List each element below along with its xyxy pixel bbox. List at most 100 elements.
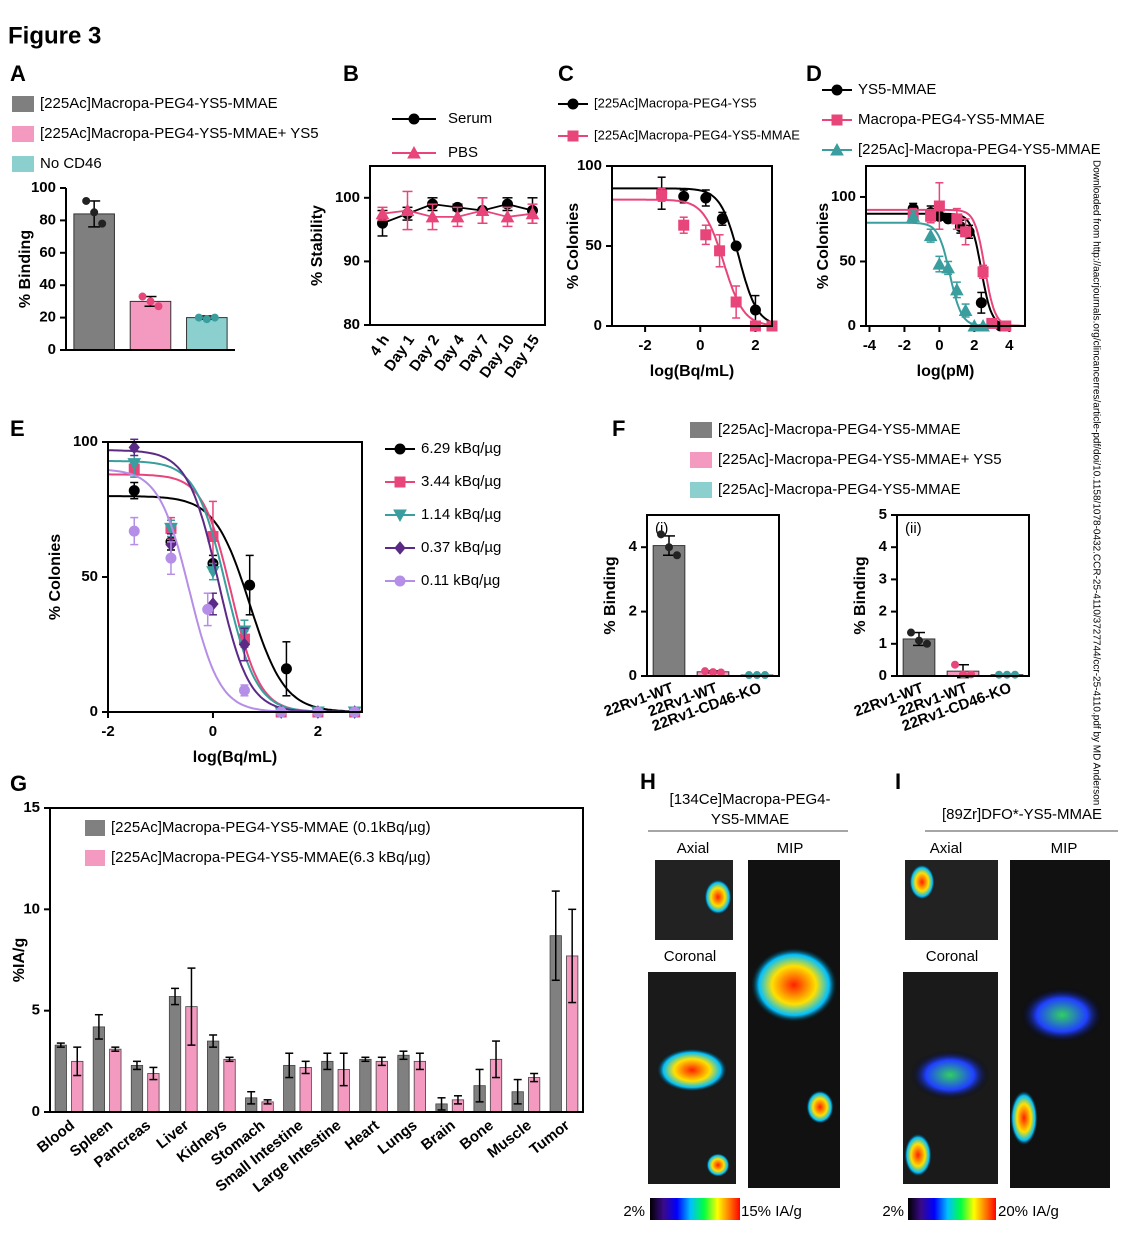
x-tick-label: 4	[1005, 337, 1014, 354]
legend-label: Serum	[448, 110, 492, 127]
y-axis-label: % Stability	[309, 205, 326, 286]
bar	[375, 1060, 388, 1113]
uptake-spot	[909, 864, 935, 900]
x-tick-label: 2	[751, 337, 759, 354]
marker	[678, 190, 690, 202]
image-panel-h: H [134Ce]Macropa-PEG4- YS5-MMAE Axial MI…	[623, 769, 848, 1220]
marker	[407, 145, 421, 159]
x-tick-label: 2	[970, 337, 978, 354]
legend-swatch	[12, 126, 34, 142]
y-tick-label: 50	[839, 252, 856, 269]
legend-label: [225Ac]Macropa-PEG4-YS5-MMAE (0.1kBq/µg)	[111, 819, 431, 836]
data-point	[657, 530, 665, 539]
y-axis-label: % Colonies	[815, 203, 832, 289]
data-point	[194, 313, 203, 322]
bar	[54, 1044, 67, 1113]
y-tick-label: 15	[23, 799, 40, 816]
view-label: Axial	[677, 840, 710, 857]
plot-frame	[896, 514, 1030, 677]
mip-image	[748, 860, 840, 1188]
y-axis-label: % Binding	[602, 556, 619, 634]
panel-label: E	[10, 416, 25, 441]
y-tick-label: 0	[48, 341, 56, 358]
view-label: Axial	[930, 840, 963, 857]
scale-max: 20% IA/g	[998, 1203, 1059, 1220]
legend-swatch	[12, 96, 34, 112]
panel-label: D	[806, 61, 822, 86]
color-scale	[908, 1198, 996, 1220]
data-point	[1003, 670, 1011, 679]
panel-label: C	[558, 61, 574, 86]
scale-min: 2%	[882, 1203, 904, 1220]
marker	[933, 200, 945, 212]
image-title: YS5-MMAE	[711, 811, 789, 828]
x-tick-label: 2	[314, 723, 322, 740]
legend-swatch	[690, 422, 712, 438]
bar	[109, 1048, 122, 1113]
view-label: Coronal	[926, 948, 979, 965]
plot-frame	[865, 165, 1026, 327]
marker	[831, 114, 843, 126]
image-title: [89Zr]DFO*-YS5-MMAE	[942, 806, 1102, 823]
x-tick-label: Brain	[418, 1117, 459, 1154]
data-point	[995, 670, 1003, 679]
data-point	[673, 551, 681, 560]
bar	[397, 1054, 410, 1113]
scale-max: 15% IA/g	[741, 1203, 802, 1220]
data-point	[146, 297, 155, 306]
y-tick-label: 100	[831, 188, 856, 205]
data-point	[138, 292, 147, 301]
y-axis-label: % Colonies	[565, 203, 582, 289]
x-tick-label: Lungs	[375, 1117, 421, 1158]
legend-label: 1.14 kBq/µg	[421, 506, 501, 523]
marker	[400, 203, 415, 217]
y-axis-label: %IA/g	[11, 938, 28, 982]
legend-label: [225Ac]-Macropa-PEG4-YS5-MMAE+ YS5	[718, 451, 1002, 468]
marker	[525, 206, 540, 220]
y-tick-label: 50	[81, 568, 98, 585]
y-tick-label: 4	[879, 538, 888, 555]
y-tick-label: 0	[32, 1103, 40, 1120]
data-point	[951, 660, 959, 669]
marker	[128, 525, 140, 537]
legend-label: [225Ac]Macropa-PEG4-YS5-MMAE	[40, 95, 278, 112]
legend-label: [225Ac]-Macropa-PEG4-YS5-MMAE	[718, 481, 961, 498]
marker	[932, 257, 947, 270]
plot-frame	[49, 807, 584, 1113]
y-tick-label: 100	[31, 179, 56, 196]
y-tick-label: 100	[577, 157, 602, 174]
marker	[830, 142, 844, 156]
marker	[958, 303, 973, 317]
x-tick-label: 0	[935, 337, 943, 354]
uptake-spot	[910, 1050, 990, 1100]
y-tick-label: 80	[39, 211, 56, 228]
panel-label: H	[640, 769, 656, 794]
fit-curve	[107, 469, 362, 713]
data-point	[90, 208, 99, 217]
uptake-spot	[1010, 1090, 1038, 1146]
y-tick-label: 60	[39, 244, 56, 261]
marker	[567, 98, 579, 110]
marker	[238, 637, 251, 652]
legend-label: [225Ac]Macropa-PEG4-YS5-MMAE	[594, 127, 800, 142]
view-label: MIP	[777, 840, 804, 857]
bar	[223, 1058, 236, 1113]
uptake-spot	[704, 879, 732, 915]
marker	[567, 130, 579, 142]
marker	[375, 206, 390, 220]
data-point	[1011, 670, 1019, 679]
x-tick-label: Tumor	[527, 1117, 573, 1159]
marker	[238, 684, 250, 696]
data-point	[98, 219, 107, 228]
panel-tag: (ii)	[905, 520, 922, 537]
data-point	[907, 628, 915, 637]
bar	[168, 996, 182, 1113]
uptake-spot	[750, 947, 838, 1023]
fit-curve	[108, 473, 362, 713]
marker	[202, 603, 214, 615]
legend-label: 0.37 kBq/µg	[421, 539, 501, 556]
y-axis-label: % Binding	[852, 556, 869, 634]
data-point	[923, 639, 931, 648]
y-tick-label: 2	[879, 603, 887, 620]
